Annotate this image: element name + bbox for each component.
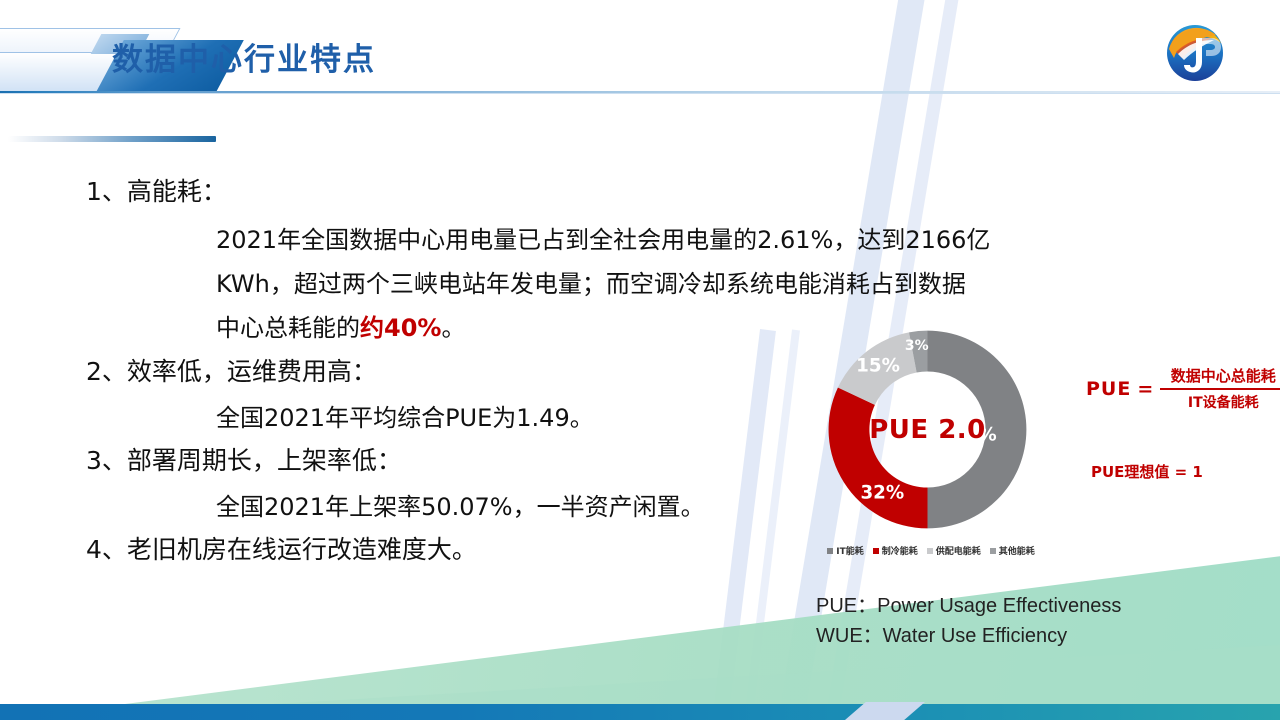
legend-item-other-energy: 其他能耗	[989, 544, 1035, 557]
paragraph-2: 全国2021年平均综合PUE为1.49。	[216, 404, 594, 432]
formula-fraction: 数据中心总能耗 IT设备能耗	[1160, 365, 1280, 412]
paragraph-1-line-3: 中心总耗能的约40%。	[216, 308, 465, 343]
formula-pue-label: PUE	[1086, 377, 1132, 400]
paragraph-3: 全国2021年上架率50.07%，一半资产闲置。	[216, 493, 705, 521]
legend-label-power: 供配电能耗	[935, 547, 981, 557]
pue-formula: PUE = 数据中心总能耗 IT设备能耗	[1086, 365, 1280, 412]
paragraph-1-line-2: KWh，超过两个三峡电站年发电量；而空调冷却系统电能消耗占到数据	[216, 270, 966, 298]
legend-label-other: 其他能耗	[998, 547, 1035, 557]
slice-power-supply-energy	[837, 332, 917, 405]
list-item-1: 1、高能耗：	[86, 172, 227, 208]
formula-fraction-bar	[1160, 388, 1280, 390]
legend-swatch-icon-cooling	[872, 547, 879, 554]
list-item-3-number: 3、	[86, 446, 127, 475]
donut-svg: 50% 32% 15% 3%	[828, 330, 1027, 529]
list-item-4: 4、老旧机房在线运行改造难度大。	[86, 530, 477, 566]
company-logo	[1164, 22, 1226, 84]
pue-donut-chart: 50% 32% 15% 3% PUE 2.0 IT能耗 制冷能耗 供配电能耗 其…	[806, 322, 1056, 567]
formula-ideal-value: PUE理想值 = 1	[1091, 463, 1203, 481]
note-wue-definition: WUE：Water Use Efficiency	[816, 625, 1068, 647]
highlight-40-percent: 约40%	[360, 314, 442, 342]
chart-legend: IT能耗 制冷能耗 供配电能耗 其他能耗	[806, 544, 1056, 557]
formula-denominator: IT设备能耗	[1187, 395, 1259, 411]
legend-swatch-icon-it	[827, 547, 834, 554]
list-item-3-label: 部署周期长，上架率低：	[126, 446, 402, 475]
list-item-1-number: 1、	[86, 177, 127, 206]
donut-center-label: PUE 2.0	[869, 414, 986, 445]
paragraph-1-line-3-pre: 中心总耗能的	[216, 314, 360, 342]
legend-item-cooling-energy: 制冷能耗	[872, 544, 918, 557]
note-pue-definition: PUE：Power Usage Effectiveness	[816, 595, 1122, 617]
list-item-4-label: 老旧机房在线运行改造难度大。	[126, 535, 477, 564]
header-divider-thin	[0, 93, 1280, 94]
legend-label-it: IT能耗	[836, 547, 864, 557]
paragraph-1-line-3-post: 。	[441, 314, 466, 342]
slice-label-3: 3%	[905, 338, 929, 354]
list-item-4-number: 4、	[86, 535, 127, 564]
legend-item-it-energy: IT能耗	[827, 544, 864, 557]
slice-label-15: 15%	[856, 355, 900, 376]
list-item-2: 2、效率低，运维费用高：	[86, 352, 377, 388]
paragraph-1-line-1: 2021年全国数据中心用电量已占到全社会用电量的2.61%，达到2166亿	[216, 226, 991, 254]
formula-numerator: 数据中心总能耗	[1170, 367, 1276, 385]
slice-it-energy	[927, 330, 1027, 529]
slice-other-energy	[909, 330, 928, 373]
header-divider-rule	[0, 91, 1280, 93]
list-item-3: 3、部署周期长，上架率低：	[86, 441, 402, 477]
slice-cooling-energy	[828, 387, 928, 529]
list-item-1-label: 高能耗：	[126, 177, 227, 206]
legend-swatch-icon-other	[989, 547, 996, 554]
list-item-2-label: 效率低，运维费用高：	[126, 357, 377, 386]
slice-label-32: 32%	[860, 482, 904, 503]
legend-swatch-icon-power	[926, 547, 933, 554]
formula-equals-sign: =	[1137, 377, 1155, 400]
page-title: 数据中心行业特点	[112, 42, 376, 78]
list-item-2-number: 2、	[86, 357, 127, 386]
legend-item-power-energy: 供配电能耗	[926, 544, 981, 557]
slice-label-50: 50%	[953, 424, 997, 445]
title-underline-accent	[8, 136, 216, 142]
legend-label-cooling: 制冷能耗	[881, 547, 918, 557]
